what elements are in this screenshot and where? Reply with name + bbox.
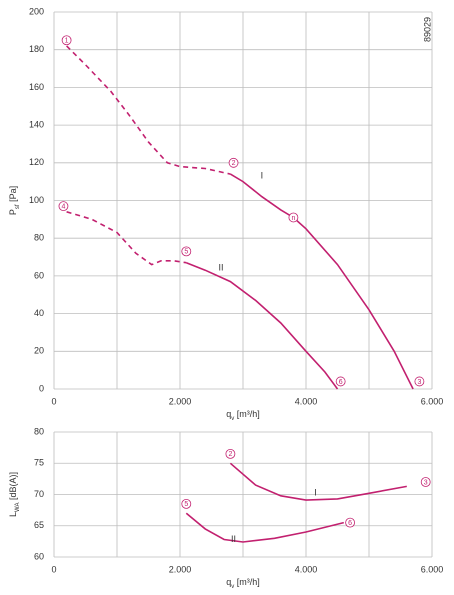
- x-axis-label: qv [m³/h]: [226, 577, 260, 589]
- x-label-main: q: [226, 409, 231, 419]
- annotation-label: 1: [65, 38, 69, 45]
- annotation-circle: [288, 212, 299, 223]
- y-tick-label: 0: [39, 383, 44, 393]
- y-tick-label: 200: [29, 6, 44, 16]
- x-axis-label: qv [m³/h]: [226, 409, 260, 421]
- x-label-sub: v: [231, 416, 234, 422]
- annotation-circle: [414, 376, 425, 387]
- annotation-label: 3: [424, 479, 428, 486]
- annotation-circle: [58, 201, 69, 212]
- y-axis-label: Psf [Pa]: [8, 186, 20, 215]
- annotation-label: 5: [184, 249, 188, 256]
- annotation-circle: [181, 246, 192, 257]
- x-tick-label: 4.000: [295, 396, 318, 406]
- y-tick-label: 80: [34, 233, 44, 243]
- y-label-sub: WA: [15, 503, 21, 512]
- y-label-unit: [Pa]: [8, 186, 18, 205]
- series-label: II: [218, 263, 223, 273]
- y-tick-label: 100: [29, 195, 44, 205]
- chart-code: 89029: [422, 17, 432, 42]
- annotation-circle: [181, 498, 192, 509]
- annotation-label: 6: [348, 520, 352, 527]
- y-label-unit: [dB(A)]: [8, 472, 18, 503]
- y-tick-label: 180: [29, 44, 44, 54]
- series-line: [186, 261, 339, 390]
- y-label-sub: sf: [15, 204, 21, 209]
- annotation-label: 3: [417, 379, 421, 386]
- y-label-main: P: [8, 209, 18, 215]
- y-tick-label: 40: [34, 308, 44, 318]
- y-tick-label: 120: [29, 157, 44, 167]
- y-tick-label: 75: [34, 458, 44, 468]
- annotation-label: 5: [184, 501, 188, 508]
- series-label: II: [231, 534, 236, 544]
- x-tick-label: 4.000: [295, 564, 318, 574]
- annotation-label: 6: [339, 379, 343, 386]
- y-tick-label: 160: [29, 82, 44, 92]
- y-label-main: L: [8, 512, 18, 517]
- series-line: [66, 45, 231, 175]
- series-label: I: [261, 170, 264, 180]
- annotation-label: 2: [232, 160, 236, 167]
- annotation-circle: [335, 376, 346, 387]
- y-tick-label: 70: [34, 489, 44, 499]
- x-label-unit: [m³/h]: [234, 577, 260, 587]
- y-tick-label: 60: [34, 551, 44, 561]
- y-tick-label: 80: [34, 426, 44, 436]
- series-line: [66, 211, 187, 266]
- x-tick-label: 0: [51, 564, 56, 574]
- series-line: [185, 512, 344, 543]
- annotation-label: n: [291, 215, 295, 222]
- annotation-circle: [225, 448, 236, 459]
- y-tick-label: 65: [34, 520, 44, 530]
- annotation-circle: [420, 477, 431, 487]
- series-line: [229, 462, 407, 501]
- y-tick-label: 140: [29, 119, 44, 129]
- y-tick-label: 20: [34, 346, 44, 356]
- annotation-circle: [61, 35, 72, 46]
- x-tick-label: 6.000: [421, 564, 444, 574]
- x-label-main: q: [226, 577, 231, 587]
- y-tick-label: 60: [34, 270, 44, 280]
- series-line: [229, 173, 414, 390]
- annotation-label: 2: [228, 451, 232, 458]
- annotation-label: 4: [61, 203, 65, 210]
- x-label-unit: [m³/h]: [234, 409, 260, 419]
- x-tick-label: 2.000: [169, 564, 192, 574]
- series-label: I: [314, 488, 317, 498]
- y-axis-label: LWA [dB(A)]: [8, 472, 20, 517]
- x-tick-label: 0: [51, 396, 56, 406]
- x-tick-label: 6.000: [421, 396, 444, 406]
- annotation-circle: [345, 517, 356, 528]
- x-label-sub: v: [231, 584, 234, 590]
- x-tick-label: 2.000: [169, 396, 192, 406]
- annotation-circle: [228, 157, 239, 168]
